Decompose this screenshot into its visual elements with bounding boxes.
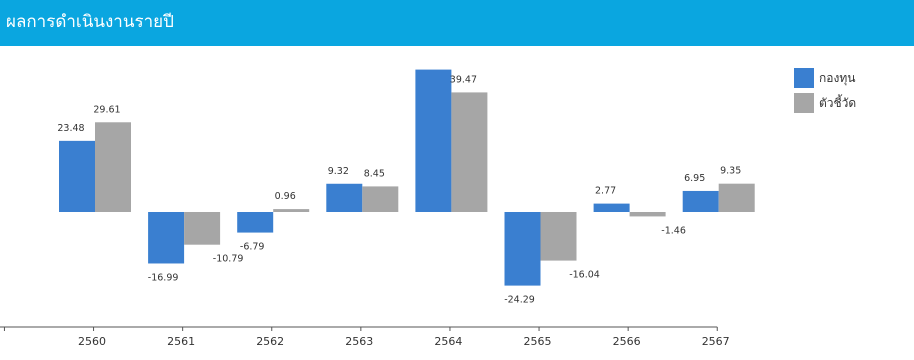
legend-item-benchmark: ตัวชี้วัด <box>794 93 904 113</box>
bar-fund-2561 <box>148 212 185 264</box>
bar-benchmark-2560 <box>95 122 131 212</box>
bar-fund-2567 <box>682 190 719 212</box>
bar-benchmark-2566 <box>629 212 666 217</box>
bar-benchmark-2565 <box>540 212 577 261</box>
data-label-fund-2565: -24.29 <box>504 295 535 306</box>
x-tick-label-2562: 2562 <box>256 335 284 348</box>
data-label-fund-2563: 9.32 <box>328 166 349 177</box>
legend-swatch-benchmark <box>794 93 814 113</box>
bar-benchmark-2564 <box>451 92 488 212</box>
data-label-benchmark-2563: 8.45 <box>364 168 385 179</box>
bar-benchmark-2561 <box>184 212 221 245</box>
bar-benchmark-2563 <box>362 186 399 212</box>
x-tick-label-2567: 2567 <box>702 335 730 348</box>
x-tick-label-2566: 2566 <box>613 335 641 348</box>
data-label-fund-2562: -6.79 <box>240 242 265 253</box>
legend-label-fund: กองทุน <box>819 71 856 85</box>
x-tick-label-2561: 2561 <box>167 335 195 348</box>
annual-performance-chart: 23.48 29.61 -16.99 -10.79-6.79 0.96 9.32 8.45 3… <box>0 69 755 348</box>
legend-item-fund: กองทุน <box>794 68 904 88</box>
data-label-benchmark-2561: -10.79 <box>213 254 244 265</box>
data-label-fund-2560: 23.48 <box>57 123 84 134</box>
data-label-benchmark-2562: 0.96 <box>275 191 296 202</box>
x-tick-label-2564: 2564 <box>434 335 462 348</box>
bar-fund-2562 <box>237 212 274 233</box>
data-label-fund-2561: -16.99 <box>148 272 179 283</box>
data-label-fund-2567: 6.95 <box>684 173 705 184</box>
bar-fund-2566 <box>593 203 630 212</box>
data-label-benchmark-2566: -1.46 <box>661 225 686 236</box>
bar-benchmark-2567 <box>718 183 755 212</box>
data-label-benchmark-2564: 39.47 <box>450 74 477 85</box>
x-tick-label-2560: 2560 <box>78 335 106 348</box>
data-label-benchmark-2567: 9.35 <box>720 166 741 177</box>
bar-fund-2565 <box>504 212 541 286</box>
bar-benchmark-2562 <box>273 209 310 212</box>
legend-label-benchmark: ตัวชี้วัด <box>819 96 857 110</box>
data-label-fund-2566: 2.77 <box>595 186 616 197</box>
title-bar: ผลการดำเนินงานรายปี <box>0 0 914 46</box>
data-label-benchmark-2560: 29.61 <box>93 104 120 115</box>
x-tick-label-2563: 2563 <box>345 335 373 348</box>
bar-fund-2563 <box>326 183 363 212</box>
bar-fund-2560 <box>59 140 95 212</box>
x-tick-label-2565: 2565 <box>524 335 552 348</box>
bar-fund-2564 <box>415 69 452 212</box>
legend-swatch-fund <box>794 68 814 88</box>
page-title: ผลการดำเนินงานรายปี <box>6 12 174 32</box>
data-label-benchmark-2565: -16.04 <box>569 270 600 281</box>
